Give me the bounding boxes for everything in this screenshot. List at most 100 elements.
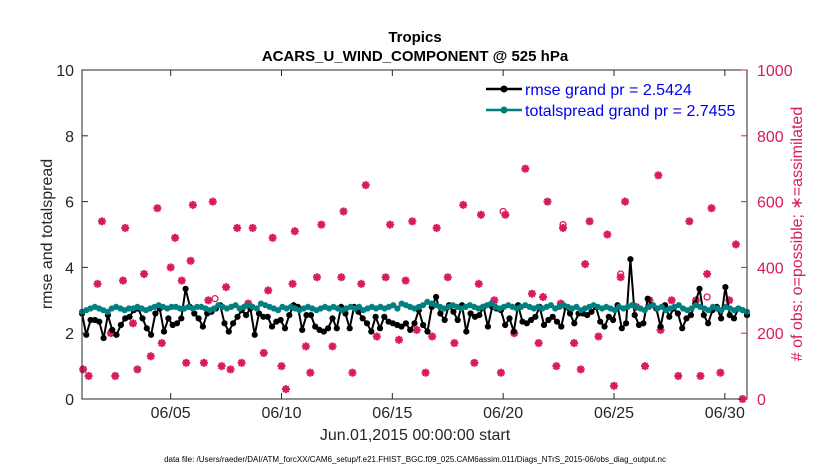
data-point-totalspread	[658, 303, 665, 310]
y-left-tick-label: 2	[65, 326, 74, 343]
data-point-totalspread	[356, 303, 363, 310]
data-point-rmse	[225, 328, 232, 335]
data-point-rmse	[433, 293, 440, 301]
obs-assimilated-marker	[140, 269, 149, 278]
data-point-rmse	[722, 284, 729, 291]
data-point-totalspread	[176, 305, 184, 312]
obs-assimilated-marker	[259, 348, 268, 357]
data-point-rmse	[268, 323, 276, 330]
data-point-rmse	[540, 321, 548, 329]
obs-assimilated-marker	[188, 200, 197, 209]
data-point-rmse	[402, 320, 409, 327]
obs-assimilated-marker	[337, 273, 346, 282]
data-point-rmse	[312, 323, 319, 330]
obs-assimilated-marker	[372, 332, 381, 341]
data-point-rmse	[148, 331, 155, 338]
obs-assimilated-marker	[199, 358, 208, 367]
obs-assimilated-marker	[84, 371, 93, 380]
data-point-rmse	[100, 335, 107, 342]
obs-assimilated-marker	[610, 381, 618, 390]
data-point-rmse	[726, 312, 733, 319]
data-point-rmse	[320, 328, 327, 335]
obs-assimilated-marker	[394, 335, 403, 344]
data-point-rmse	[610, 316, 617, 324]
obs-assimilated-marker	[474, 279, 483, 288]
data-point-totalspread	[390, 302, 397, 309]
obs-assimilated-marker	[428, 332, 437, 341]
legend-rmse-marker	[500, 85, 508, 93]
data-point-rmse	[705, 320, 712, 327]
obs-assimilated-marker	[527, 289, 536, 298]
legend-box	[480, 76, 742, 120]
obs-assimilated-marker	[348, 368, 357, 377]
data-point-totalspread	[168, 303, 175, 310]
data-point-rmse	[696, 285, 703, 292]
data-point-rmse	[571, 320, 578, 327]
data-point-rmse	[143, 325, 150, 332]
obs-assimilated-marker	[248, 223, 257, 232]
obs-assimilated-marker	[166, 263, 175, 272]
y-axis-left-label: rmse and totalspread	[39, 159, 56, 309]
y-left-tick-label: 8	[65, 129, 74, 146]
data-point-rmse	[441, 316, 448, 324]
obs-assimilated-marker	[539, 293, 548, 302]
y-left-tick-label: 4	[65, 260, 74, 277]
data-point-rmse	[627, 256, 634, 263]
obs-assimilated-marker	[534, 339, 543, 348]
obs-assimilated-marker	[685, 217, 694, 226]
obs-assimilated-marker	[585, 217, 594, 226]
x-axis: 06/05 06/10 06/15 06/20 06/25 06/30	[151, 70, 745, 422]
data-point-rmse	[87, 316, 94, 324]
x-tick-label: 06/10	[261, 405, 301, 422]
data-point-rmse	[700, 312, 707, 319]
data-point-rmse	[407, 326, 414, 333]
data-point-rmse	[605, 313, 612, 320]
data-point-rmse	[243, 312, 250, 319]
data-point-totalspread	[125, 305, 132, 312]
obs-assimilated-marker	[496, 368, 505, 377]
obs-assimilated-marker	[552, 362, 561, 371]
data-point-rmse	[597, 318, 604, 325]
y-left-tick-label: 10	[56, 63, 74, 80]
data-point-rmse	[484, 323, 491, 330]
data-point-rmse	[545, 316, 552, 324]
y-right-tick-label: 600	[757, 195, 784, 212]
obs-assimilated-marker	[412, 325, 421, 334]
obs-assimilated-marker	[233, 223, 242, 232]
data-point-rmse	[376, 325, 384, 332]
data-point-rmse	[113, 331, 120, 338]
data-point-rmse	[666, 313, 673, 320]
obs-possible-marker	[617, 270, 625, 278]
obs-assimilated-marker	[133, 365, 142, 374]
obs-assimilated-marker	[401, 276, 410, 285]
data-point-rmse	[83, 331, 90, 338]
data-point-rmse	[463, 328, 470, 335]
obs-assimilated-marker	[301, 342, 310, 351]
data-point-rmse	[657, 323, 664, 330]
obs-assimilated-marker	[339, 207, 348, 216]
data-point-rmse	[411, 320, 418, 327]
data-point-totalspread	[253, 305, 260, 312]
x-tick-label: 06/30	[705, 405, 745, 422]
x-tick-label: 06/05	[151, 405, 191, 422]
plot-frame	[81, 69, 748, 400]
data-point-rmse	[152, 310, 159, 317]
data-point-rmse	[454, 316, 461, 324]
chart-title-line2: ACARS_U_WIND_COMPONENT @ 525 hPa	[262, 48, 569, 65]
data-point-rmse	[510, 328, 517, 335]
data-point-rmse	[346, 325, 353, 332]
data-point-totalspread	[232, 302, 239, 309]
data-point-rmse	[528, 316, 535, 324]
obs-assimilated-marker	[501, 210, 510, 219]
data-point-rmse	[299, 326, 306, 333]
data-point-rmse	[532, 313, 539, 320]
data-point-rmse	[230, 320, 237, 327]
data-point-rmse	[260, 313, 267, 320]
data-point-rmse	[631, 312, 638, 319]
x-tick-label: 06/20	[483, 405, 523, 422]
y-left-tick-label: 6	[65, 195, 74, 212]
series-layer	[78, 256, 751, 342]
data-point-rmse	[126, 313, 133, 320]
obs-assimilated-marker	[290, 227, 299, 236]
